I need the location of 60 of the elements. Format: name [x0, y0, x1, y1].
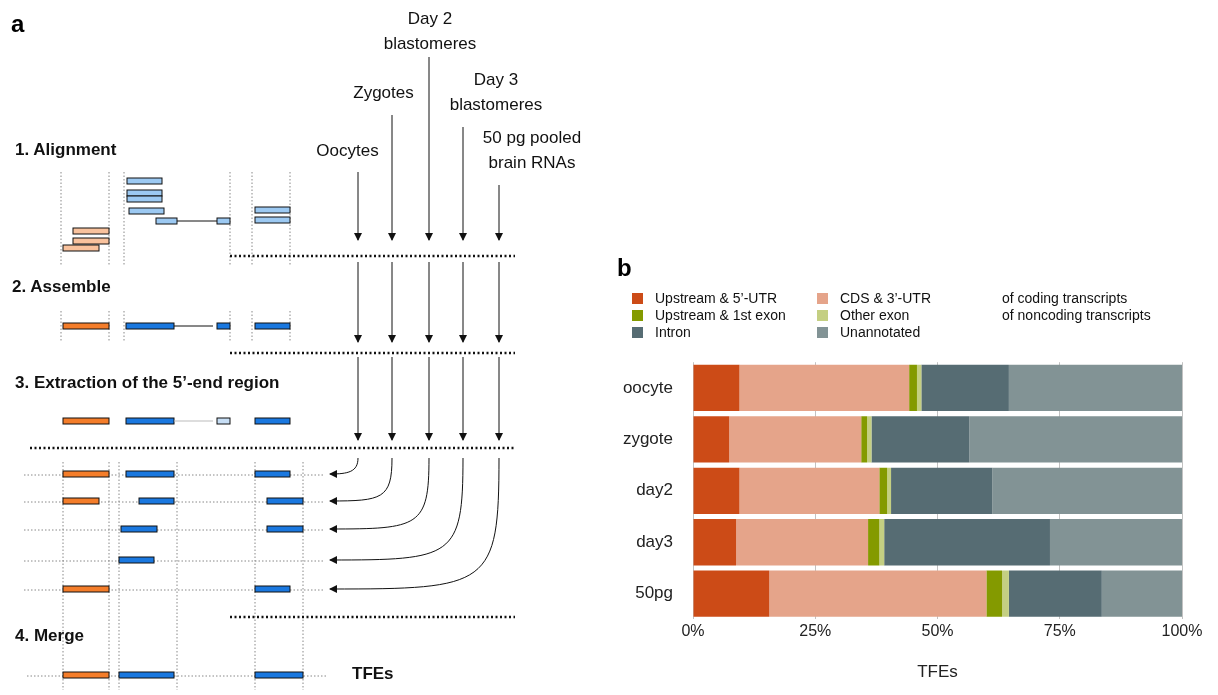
bar [1002, 570, 1009, 617]
text: 1. Alignment [15, 140, 117, 160]
bar [992, 467, 1182, 514]
bar [879, 467, 888, 514]
bar [693, 570, 770, 617]
bar [986, 570, 1003, 617]
text: 50 pg pooled brain RNAs [481, 127, 583, 174]
bar [969, 416, 1182, 463]
text: Day 3 blastomeres [448, 69, 544, 116]
bar [693, 467, 740, 514]
bar [867, 416, 872, 463]
x-tick-label: 75% [1043, 622, 1076, 640]
bar [1049, 519, 1182, 566]
y-tick-label: day3 [636, 531, 673, 551]
bar [916, 364, 922, 412]
bar [861, 416, 868, 463]
x-axis-title: TFEs [917, 662, 958, 682]
bar [693, 416, 730, 463]
bar [871, 416, 970, 463]
bar [739, 467, 880, 514]
text: 3. Extraction of the 5’-end region [15, 373, 280, 393]
bar [769, 570, 987, 617]
bar [921, 364, 1009, 412]
bar [693, 364, 740, 412]
bar [739, 364, 910, 412]
bar [909, 364, 917, 412]
bar [1008, 570, 1102, 617]
legend-label: Upstream & 1st exon [654, 307, 787, 324]
x-tick-label: 50% [921, 622, 954, 640]
text: TFEs [352, 664, 394, 684]
y-tick-label: day2 [636, 480, 673, 500]
bar [736, 519, 869, 566]
text: Day 2 blastomeres [382, 8, 478, 55]
x-tick-label: 0% [681, 622, 705, 640]
text: of noncoding transcripts [1002, 307, 1152, 324]
y-tick-label: 50pg [635, 583, 673, 603]
chart-title: b [617, 254, 632, 282]
y-tick-label: oocyte [622, 377, 673, 397]
text: of coding transcripts [1002, 290, 1129, 307]
bar [879, 519, 885, 566]
text: Oocytes [315, 140, 380, 162]
bar [1008, 364, 1182, 412]
bar [1101, 570, 1182, 617]
x-tick-label: 25% [799, 622, 832, 640]
legend-label: Other exon [839, 307, 911, 324]
y-tick-label: zygote [622, 429, 673, 449]
bar [868, 519, 880, 566]
legend-label: CDS & 3’-UTR [839, 290, 932, 307]
text: a [11, 10, 25, 38]
legend-label: Upstream & 5’-UTR [654, 290, 779, 307]
text: 2. Assemble [12, 277, 111, 297]
bar [891, 467, 993, 514]
legend-label: Intron [654, 324, 692, 341]
x-tick-label: 100% [1161, 622, 1203, 640]
text: Zygotes [352, 82, 415, 104]
bar [693, 519, 737, 566]
bar [729, 416, 862, 463]
bar [884, 519, 1050, 566]
bar [887, 467, 892, 514]
legend-label: Unannotated [839, 324, 922, 341]
